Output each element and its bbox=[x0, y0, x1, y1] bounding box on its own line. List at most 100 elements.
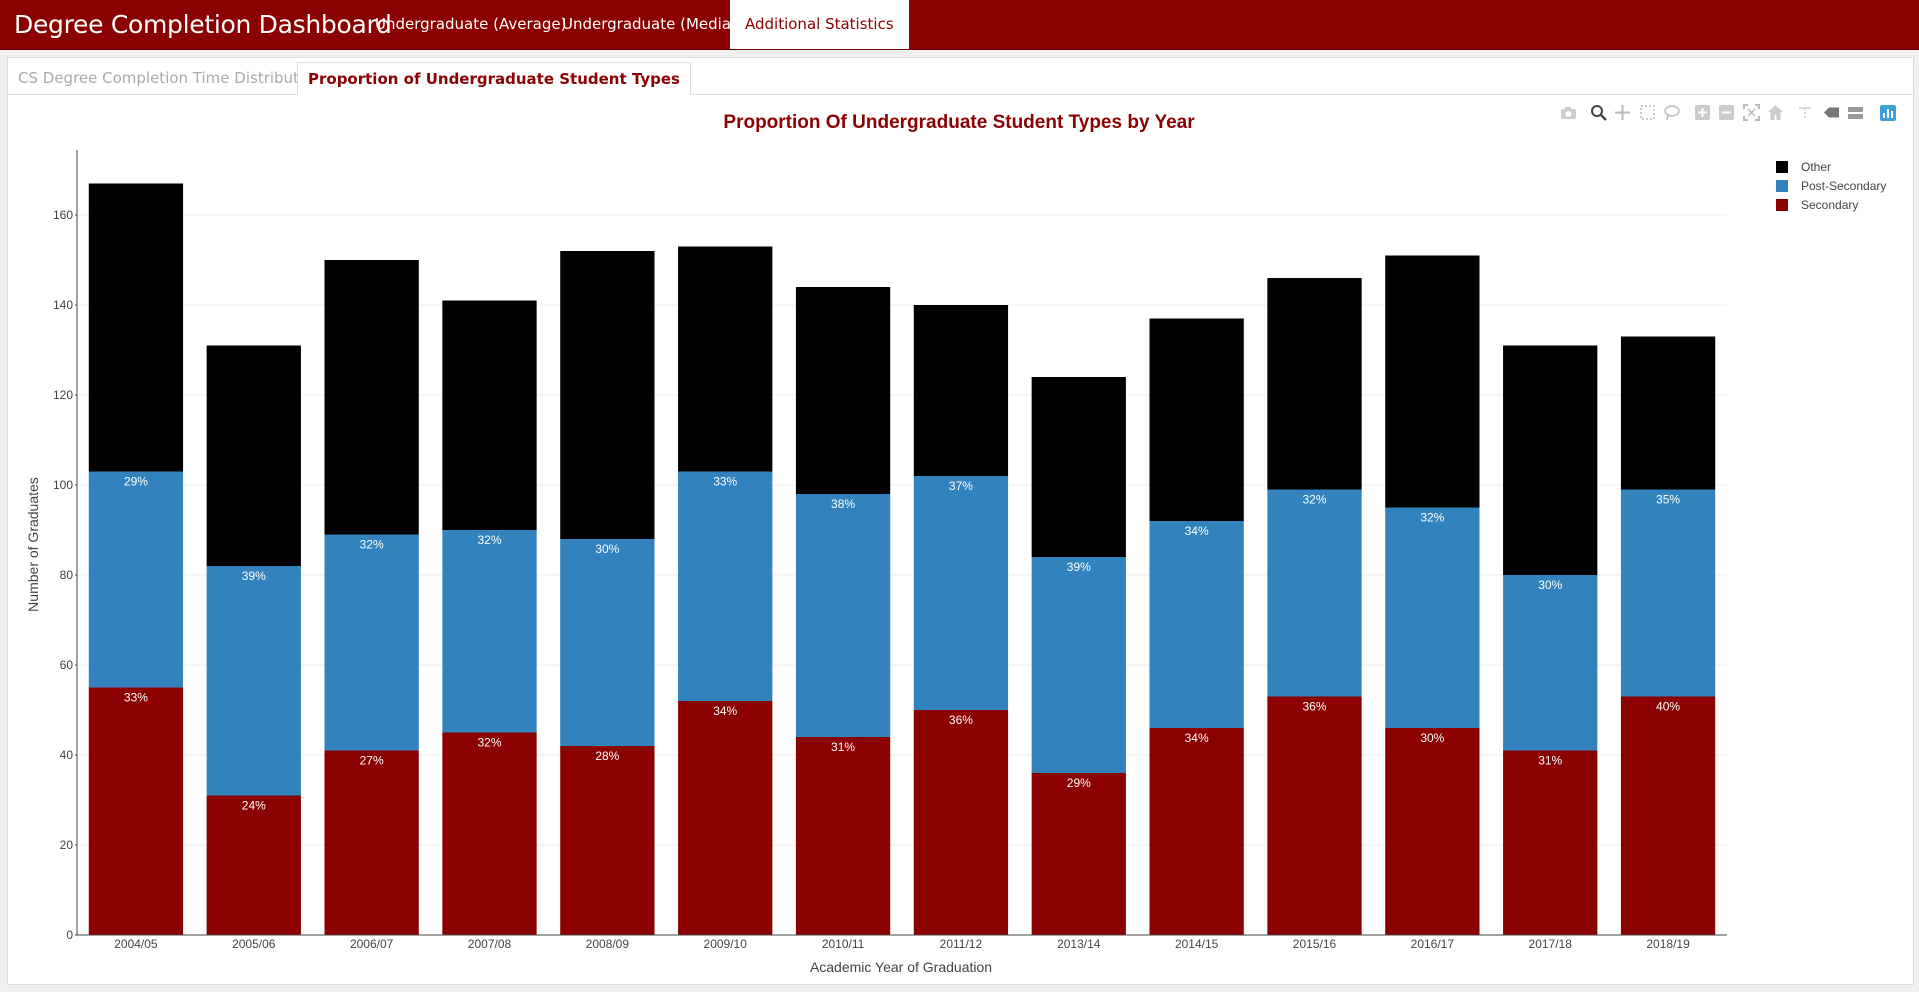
x-tick-label: 2010/11 bbox=[822, 937, 865, 951]
bar-other bbox=[913, 305, 1009, 476]
legend-label: Secondary bbox=[1801, 198, 1858, 212]
data-label: 35% bbox=[1656, 493, 1680, 507]
x-tick-label: 2013/14 bbox=[1057, 937, 1101, 951]
chart-title: Proportion Of Undergraduate Student Type… bbox=[723, 112, 1195, 133]
x-tick-label: 2017/18 bbox=[1529, 937, 1573, 951]
autoscale-icon[interactable] bbox=[1743, 104, 1760, 121]
x-tick-label: 2015/16 bbox=[1293, 937, 1337, 951]
bar-post-secondary bbox=[1620, 489, 1716, 697]
data-label: 32% bbox=[1420, 511, 1444, 525]
data-label: 34% bbox=[713, 704, 737, 718]
tab-student-types[interactable]: Proportion of Undergraduate Student Type… bbox=[297, 62, 691, 95]
bar-other bbox=[678, 246, 773, 472]
pan-icon[interactable] bbox=[1615, 105, 1630, 120]
bar-secondary bbox=[88, 687, 184, 935]
data-label: 28% bbox=[595, 749, 619, 763]
x-tick-label: 2005/06 bbox=[232, 937, 276, 951]
spike-lines-icon[interactable] bbox=[1799, 107, 1811, 120]
bar-post-secondary bbox=[1503, 575, 1598, 751]
tab-completion-time-distribution[interactable]: CS Degree Completion Time Distribution bbox=[18, 69, 322, 87]
bar-post-secondary bbox=[560, 539, 655, 746]
y-tick-label: 100 bbox=[53, 478, 73, 492]
bar-other bbox=[1503, 345, 1598, 575]
lasso-icon[interactable] bbox=[1664, 105, 1680, 121]
zoom-out-icon[interactable] bbox=[1719, 105, 1734, 120]
bar-secondary bbox=[324, 750, 419, 935]
data-label: 34% bbox=[1185, 731, 1209, 745]
x-tick-label: 2016/17 bbox=[1411, 937, 1455, 951]
bar-secondary bbox=[1031, 773, 1126, 935]
bar-secondary bbox=[1267, 696, 1362, 935]
data-label: 31% bbox=[1538, 754, 1562, 768]
bar-post-secondary bbox=[324, 534, 419, 751]
x-tick-label: 2011/12 bbox=[940, 937, 983, 951]
zoom-in-icon[interactable] bbox=[1695, 105, 1710, 120]
bar-other bbox=[442, 300, 537, 530]
bar-other bbox=[206, 345, 301, 566]
y-tick-label: 40 bbox=[60, 748, 74, 762]
data-label: 40% bbox=[1656, 700, 1680, 714]
bar-secondary bbox=[1620, 696, 1716, 935]
bar-other bbox=[1620, 336, 1716, 490]
y-tick-label: 160 bbox=[53, 208, 73, 222]
data-label: 32% bbox=[477, 736, 501, 750]
plotly-logo-icon[interactable] bbox=[1880, 105, 1896, 121]
y-tick-label: 120 bbox=[53, 388, 73, 402]
top-navbar: Degree Completion Dashboard Undergraduat… bbox=[0, 0, 1919, 50]
bar-other bbox=[1267, 278, 1362, 490]
data-label: 37% bbox=[949, 479, 973, 493]
tab-bar: CS Degree Completion Time Distribution P… bbox=[8, 58, 1913, 95]
bar-secondary bbox=[795, 737, 891, 935]
x-tick-label: 2007/08 bbox=[468, 937, 512, 951]
bar-other bbox=[795, 287, 891, 494]
bar-post-secondary bbox=[1385, 507, 1480, 728]
data-label: 32% bbox=[360, 538, 384, 552]
bar-other bbox=[324, 260, 419, 535]
data-label: 30% bbox=[595, 542, 619, 556]
x-tick-label: 2006/07 bbox=[350, 937, 394, 951]
camera-icon[interactable] bbox=[1561, 107, 1576, 119]
bar-post-secondary bbox=[442, 530, 537, 733]
legend-swatch bbox=[1776, 180, 1788, 192]
data-label: 30% bbox=[1538, 578, 1562, 592]
bar-post-secondary bbox=[678, 471, 773, 701]
app-title: Degree Completion Dashboard bbox=[14, 10, 392, 39]
data-label: 32% bbox=[477, 533, 501, 547]
bar-post-secondary bbox=[1149, 521, 1244, 728]
bar-other bbox=[1031, 377, 1126, 557]
data-label: 32% bbox=[1302, 493, 1326, 507]
bar-post-secondary bbox=[88, 471, 184, 688]
data-label: 29% bbox=[1067, 776, 1091, 790]
data-label: 33% bbox=[713, 475, 737, 489]
bar-post-secondary bbox=[1031, 557, 1126, 773]
y-tick-label: 80 bbox=[60, 568, 74, 582]
bar-secondary bbox=[1503, 750, 1598, 935]
x-tick-label: 2018/19 bbox=[1646, 937, 1690, 951]
bar-post-secondary bbox=[795, 494, 891, 737]
hover-closest-icon[interactable] bbox=[1824, 107, 1839, 118]
y-tick-label: 140 bbox=[53, 298, 73, 312]
data-label: 38% bbox=[831, 497, 855, 511]
nav-undergraduate-average[interactable]: Undergraduate (Average) bbox=[375, 15, 567, 33]
data-label: 34% bbox=[1185, 524, 1209, 538]
legend-label: Post-Secondary bbox=[1801, 179, 1886, 193]
bar-post-secondary bbox=[206, 566, 301, 796]
data-label: 33% bbox=[124, 691, 148, 705]
data-label: 31% bbox=[831, 740, 855, 754]
hover-compare-icon[interactable] bbox=[1848, 107, 1863, 119]
data-label: 39% bbox=[1067, 560, 1091, 574]
nav-undergraduate-median[interactable]: Undergraduate (Median) bbox=[562, 15, 747, 33]
bar-secondary bbox=[560, 746, 655, 935]
y-axis-label: Number of Graduates bbox=[25, 477, 41, 612]
bar-other bbox=[1385, 255, 1480, 508]
box-select-icon[interactable] bbox=[1640, 105, 1655, 120]
x-tick-label: 2004/05 bbox=[114, 937, 158, 951]
bar-secondary bbox=[1385, 728, 1480, 935]
legend-swatch bbox=[1776, 199, 1788, 211]
x-tick-label: 2014/15 bbox=[1175, 937, 1219, 951]
y-tick-label: 20 bbox=[60, 838, 74, 852]
nav-additional-statistics[interactable]: Additional Statistics bbox=[730, 0, 909, 49]
zoom-icon[interactable] bbox=[1591, 105, 1607, 121]
reset-axes-icon[interactable] bbox=[1768, 105, 1783, 120]
